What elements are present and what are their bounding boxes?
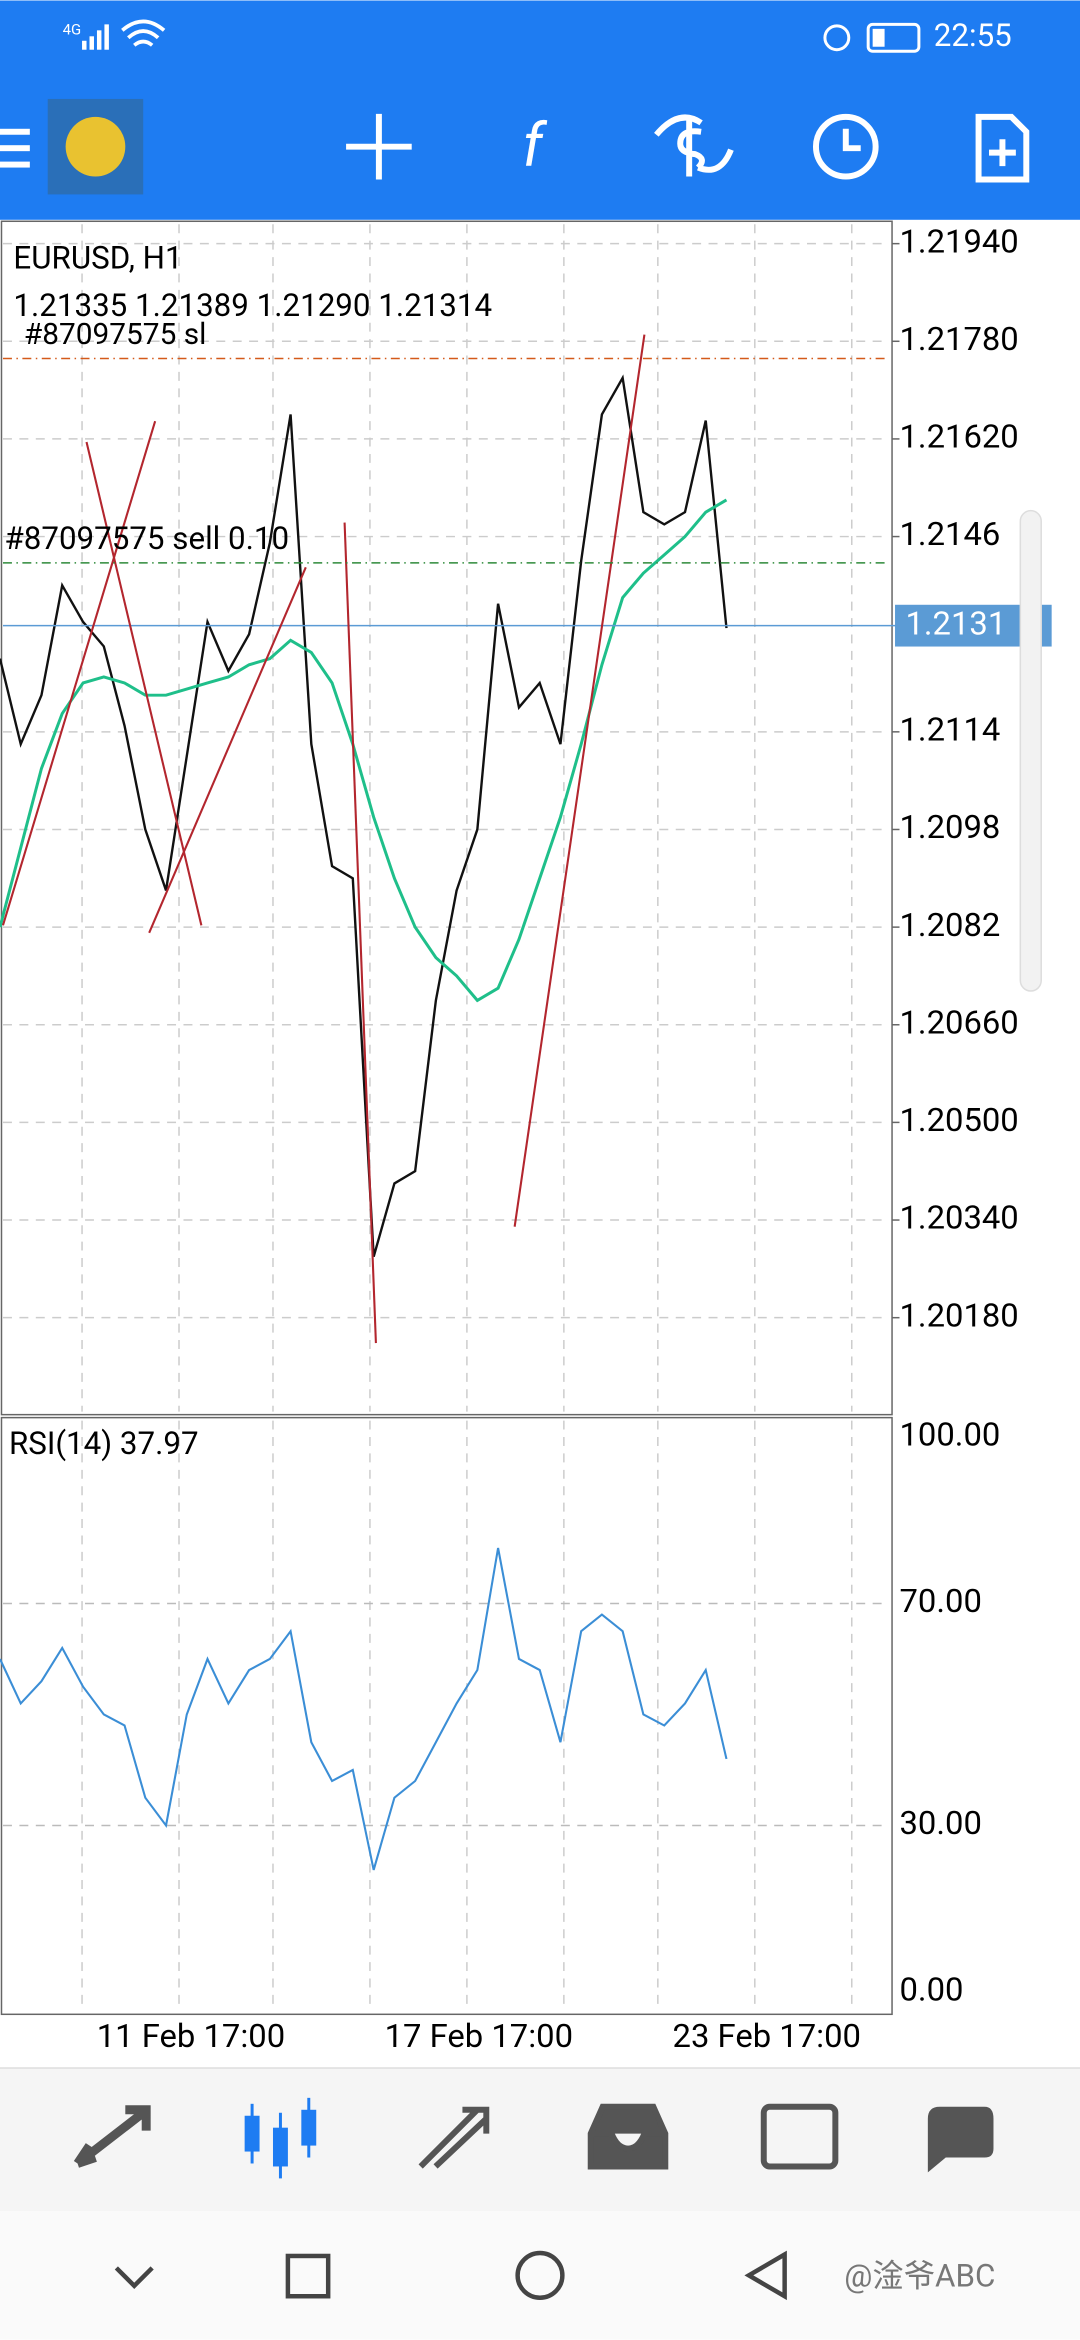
wifi-icon (121, 19, 166, 47)
current-price-label: 1.2131 (905, 605, 1006, 643)
price-tick-label: 1.21620 (900, 419, 1019, 457)
nav-home[interactable] (515, 2250, 565, 2300)
clock: 22:55 (934, 17, 1012, 54)
nav-recent[interactable] (285, 2253, 331, 2299)
signal-icon (82, 24, 109, 50)
x-tick-label: 17 Feb 17:00 (385, 2018, 573, 2056)
bottom-nav (0, 2068, 1080, 2212)
price-tick-label: 1.2082 (900, 907, 1001, 945)
battery-icon (866, 22, 921, 53)
period-button[interactable] (812, 113, 879, 180)
chart-layer: 1.21940 1.21780 1.21620 1.2146 1.2114 1.2098 1… (0, 223, 1052, 2056)
rsi-line (0, 1547, 728, 1871)
crosshair-button[interactable] (346, 113, 412, 180)
ohlc: 1.21335 1.21389 1.21290 1.21314 (13, 287, 492, 324)
price-tick-label: 1.20340 (900, 1200, 1019, 1238)
header (0, 0, 1080, 220)
logo-globe (65, 116, 126, 177)
price-tick-label: 1.20500 (900, 1102, 1019, 1140)
trend-lines (1, 334, 646, 1344)
trade-tab[interactable] (418, 2106, 490, 2169)
network: 4G (63, 20, 82, 38)
price-tick-label: 1.21780 (900, 321, 1019, 359)
nav-back[interactable] (744, 2250, 787, 2301)
period-hands (842, 128, 861, 152)
rsi-panel (0, 1416, 893, 2016)
alarm-icon (823, 24, 851, 52)
price-tick-label: 1.2098 (900, 809, 1001, 847)
system-nav (0, 2211, 1080, 2340)
price-tick-label: 1.21940 (900, 223, 1019, 261)
rsi-label: RSI(14) 37.97 (9, 1425, 199, 1462)
price-tick-label: 1.20660 (900, 1004, 1019, 1042)
rsi-tick-label: 30.00 (900, 1805, 982, 1843)
moving-average (0, 498, 728, 1003)
battery-level (872, 28, 885, 47)
symbol: EURUSD, H1 (13, 239, 182, 276)
x-tick-label: 23 Feb 17:00 (673, 2018, 861, 2056)
price-tick-label: 1.2114 (900, 712, 1001, 750)
price-panel (0, 220, 893, 1416)
x-tick-label: 11 Feb 17:00 (97, 2018, 285, 2056)
watermark: @淦爷ABC (844, 2258, 995, 2295)
sl-label: #87097575 sl (24, 317, 207, 352)
new-order-button[interactable] (975, 113, 1030, 183)
rsi-tick-label: 0.00 (900, 1972, 964, 2010)
rsi-tick-label: 100.00 (900, 1417, 1001, 1455)
nav-down[interactable] (114, 2266, 154, 2289)
rsi-tick-label: 70.00 (900, 1583, 982, 1621)
news-tab[interactable] (760, 2103, 839, 2170)
order-label: #87097575 sell 0.10 (4, 520, 289, 557)
price-tick-label: 1.2146 (900, 516, 1001, 554)
price-tick-label: 1.20180 (900, 1297, 1019, 1335)
history-tab[interactable] (587, 2103, 669, 2170)
menu-button[interactable] (0, 128, 30, 168)
quotes-tab[interactable] (73, 2105, 151, 2168)
chart-tab[interactable] (244, 2097, 317, 2179)
trade-button[interactable] (654, 114, 734, 177)
scrollbar[interactable] (1019, 509, 1042, 992)
price-line (0, 374, 728, 1257)
chat-tab[interactable] (927, 2106, 994, 2173)
